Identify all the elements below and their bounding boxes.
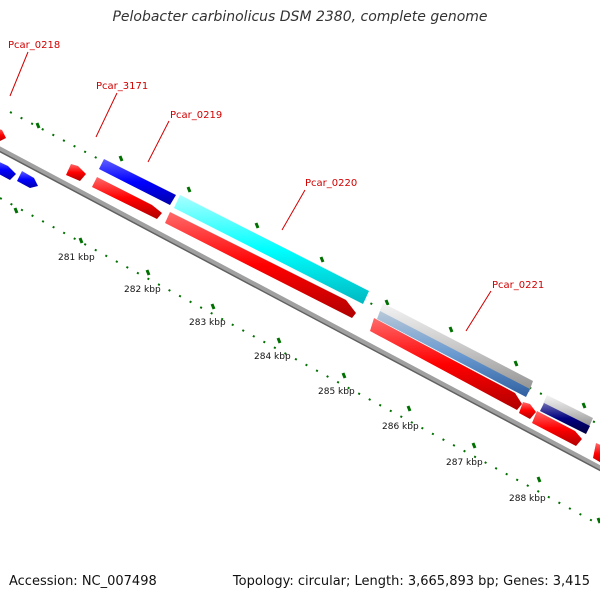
genome-summary-text: Topology: circular; Length: 3,665,893 bp… xyxy=(232,574,590,589)
gene-feature-cyan xyxy=(174,195,369,304)
upper-tick-row xyxy=(9,111,600,426)
kbp-label: 283 kbp xyxy=(189,318,226,328)
gene-feature-blue xyxy=(0,162,16,180)
gene-label: Pcar_0219 xyxy=(170,110,222,121)
gene-feature-red xyxy=(165,212,356,318)
gene-label-leader xyxy=(9,51,29,97)
genome-backbone-shade xyxy=(0,150,600,472)
kbp-label: 287 kbp xyxy=(446,458,483,468)
genome-backbone xyxy=(0,146,600,470)
lower-tick-row xyxy=(0,197,600,526)
gene-feature-red xyxy=(593,443,600,463)
lower-tick-marks xyxy=(13,207,600,524)
gene-feature-navy xyxy=(540,403,590,434)
gene-feature-grey xyxy=(543,395,593,427)
upper-tick-marks xyxy=(35,122,587,409)
gene-feature-grey xyxy=(379,303,533,392)
accession-text: Accession: NC_007498 xyxy=(9,574,157,589)
gene-label: Pcar_3171 xyxy=(96,81,148,92)
gene-feature-red xyxy=(532,411,582,446)
kbp-label: 281 kbp xyxy=(58,253,95,263)
gene-label-leader xyxy=(281,189,306,231)
gene-label: Pcar_0221 xyxy=(492,280,544,291)
gene-feature-blue xyxy=(17,171,38,188)
gene-label: Pcar_0218 xyxy=(8,40,60,51)
gene-feature-red xyxy=(92,177,162,219)
gene-feature-red xyxy=(66,164,86,181)
gene-feature-steel xyxy=(377,311,530,397)
lower-tick-dots xyxy=(0,197,600,526)
kbp-label: 285 kbp xyxy=(318,387,355,397)
genome-title: Pelobacter carbinolicus DSM 2380, comple… xyxy=(112,9,488,25)
kbp-label: 288 kbp xyxy=(509,494,546,504)
gene-feature-red xyxy=(0,129,6,141)
gene-label: Pcar_0220 xyxy=(305,178,357,189)
gene-feature-red xyxy=(519,402,536,419)
gene-label-leader xyxy=(95,92,118,138)
kbp-label: 282 kbp xyxy=(124,285,161,295)
kbp-label: 284 kbp xyxy=(254,352,291,362)
gene-feature-red xyxy=(370,318,522,410)
gene-label-leader xyxy=(147,120,170,163)
gene-feature-blue xyxy=(99,159,176,205)
gene-label-leader xyxy=(465,290,492,332)
kbp-label: 286 kbp xyxy=(382,422,419,432)
